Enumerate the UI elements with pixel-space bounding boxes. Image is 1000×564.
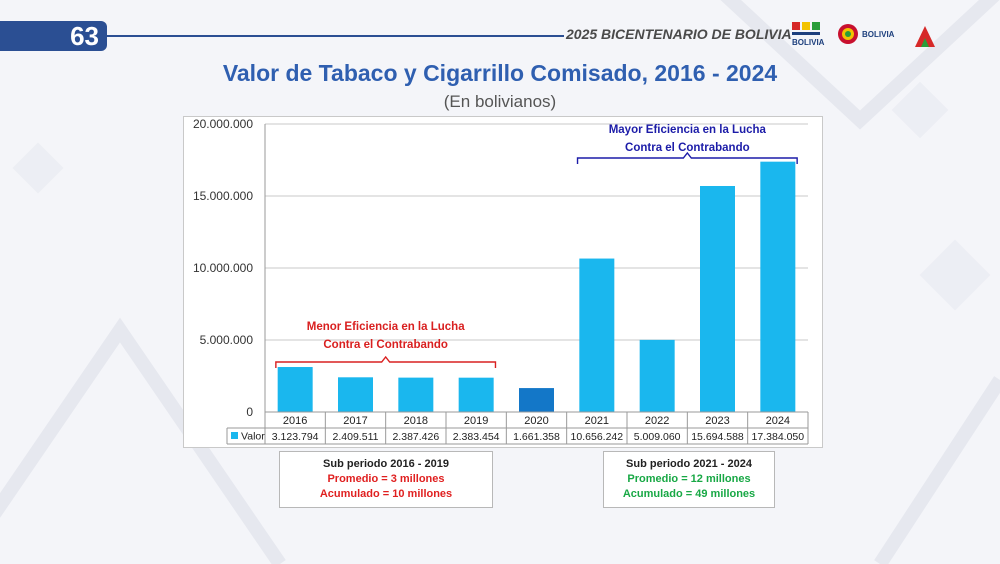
x-tick-label: 2020 xyxy=(524,415,548,427)
header-rule xyxy=(107,35,564,37)
bar-2022 xyxy=(639,339,675,412)
data-label: 2.409.511 xyxy=(333,431,379,443)
y-tick-label: 10.000.000 xyxy=(193,261,253,275)
data-label: 2.383.454 xyxy=(453,431,500,443)
summary-acumulado: Acumulado = 10 millones xyxy=(319,488,453,500)
bar-2021 xyxy=(579,258,615,412)
bar-2019 xyxy=(458,377,494,412)
legend-swatch xyxy=(231,432,238,439)
x-tick-label: 2023 xyxy=(705,415,729,427)
data-label: 17.384.050 xyxy=(752,431,805,443)
annotation-line2: Contra el Contrabando xyxy=(323,339,448,351)
summary-box-2021-2024: Sub periodo 2021 - 2024 Promedio = 12 mi… xyxy=(603,451,775,508)
data-label: 10.656.242 xyxy=(571,431,624,443)
logo-bolivia-text: BOLIVIA xyxy=(792,38,825,47)
bar-2018 xyxy=(398,377,434,412)
header-logos: BOLIVIA BOLIVIA xyxy=(790,20,990,50)
x-tick-label: 2019 xyxy=(464,415,488,427)
data-label: 3.123.794 xyxy=(272,431,319,443)
chart-title: Valor de Tabaco y Cigarrillo Comisado, 2… xyxy=(222,60,778,86)
slide-number: 63 xyxy=(0,21,107,51)
logo-group-icon xyxy=(792,22,935,47)
y-tick-label: 20.000.000 xyxy=(193,117,253,131)
annotation-line2: Contra el Contrabando xyxy=(625,142,750,154)
data-label: 15.694.588 xyxy=(691,431,744,443)
x-tick-label: 2024 xyxy=(766,415,790,427)
bicentenario-banner: 2025 BICENTENARIO DE BOLIVIA xyxy=(566,26,792,42)
summary-promedio: Promedio = 3 millones xyxy=(327,473,445,485)
data-label: 5.009.060 xyxy=(634,431,681,443)
y-tick-label: 15.000.000 xyxy=(193,189,253,203)
x-tick-label: 2021 xyxy=(585,415,609,427)
bar-2023 xyxy=(700,185,735,412)
data-label: 1.661.358 xyxy=(513,431,560,443)
bar-2020 xyxy=(519,388,554,412)
chart-subtitle: (En bolivianos) xyxy=(443,92,557,111)
bar-2016 xyxy=(277,367,313,412)
annotation-line1: Menor Eficiencia en la Lucha xyxy=(307,321,465,333)
summary-promedio: Promedio = 12 millones xyxy=(627,473,751,485)
annotation-bracket xyxy=(275,355,497,368)
bar-2017 xyxy=(338,377,373,412)
x-tick-label: 2022 xyxy=(645,415,669,427)
bar-2024 xyxy=(760,161,796,412)
x-tick-label: 2017 xyxy=(343,415,367,427)
x-tick-label: 2018 xyxy=(404,415,428,427)
x-tick-label: 2016 xyxy=(283,415,307,427)
legend-label: Valor xyxy=(241,431,265,443)
data-label: 2.387.426 xyxy=(392,431,439,443)
annotation-line1: Mayor Eficiencia en la Lucha xyxy=(609,124,767,136)
summary-heading: Sub periodo 2021 - 2024 xyxy=(626,458,752,470)
y-tick-label: 5.000.000 xyxy=(200,333,254,347)
bar-chart: 0 5.000.000 10.000.000 15.000.000 20.000.000… xyxy=(183,116,823,448)
summary-box-2016-2019: Sub periodo 2016 - 2019 Promedio = 3 mil… xyxy=(279,451,493,508)
logo-estado-text: BOLIVIA xyxy=(862,30,895,39)
summary-acumulado: Acumulado = 49 millones xyxy=(622,488,756,500)
y-tick-label: 0 xyxy=(246,405,253,419)
summary-heading: Sub periodo 2016 - 2019 xyxy=(323,458,449,470)
annotation-bracket xyxy=(576,151,798,164)
